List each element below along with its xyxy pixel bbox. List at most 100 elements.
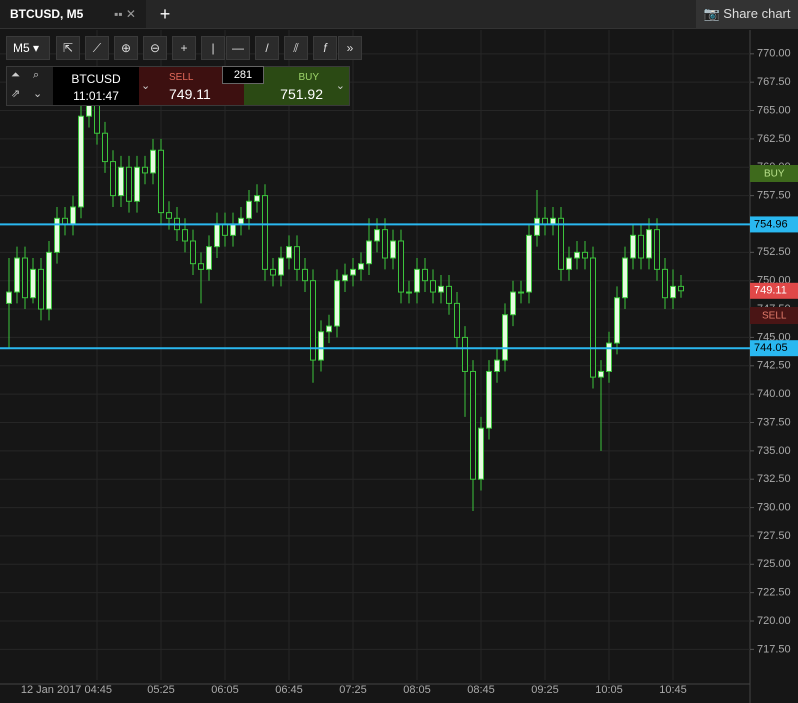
level-tag [750, 216, 798, 233]
candle-body [166, 212, 172, 219]
candle-body [654, 229, 660, 270]
y-tick-label: 757.50 [757, 190, 791, 202]
sell-menu[interactable]: ⌄ [141, 80, 151, 92]
tool-button[interactable]: + [172, 36, 196, 60]
candle-body [190, 240, 196, 265]
tab-icons[interactable]: ▪▪ ✕ [114, 7, 136, 21]
y-tick-label: 742.50 [757, 360, 791, 372]
candle-body [46, 251, 52, 310]
buy-menu[interactable]: ⌄ [335, 80, 345, 92]
last-price-label: 749.11 [754, 285, 787, 297]
share-button[interactable]: 📷 Share chart [696, 0, 798, 28]
tool-button[interactable]: | [201, 36, 225, 60]
x-tick-label: 09:25 [531, 684, 559, 696]
candle-body [118, 166, 124, 197]
x-tick-label: 07:25 [339, 684, 367, 696]
candle-body [70, 206, 76, 225]
candle-body [342, 274, 348, 282]
candle-body [294, 246, 300, 270]
candle-body [662, 268, 668, 299]
y-tick-label: 765.00 [757, 104, 791, 116]
candle-body [142, 166, 148, 174]
level-label: 754.96 [754, 218, 788, 230]
candle-body [94, 104, 100, 134]
candle-body [302, 268, 308, 282]
candle-body [574, 251, 580, 259]
add-tab[interactable]: + [159, 4, 171, 24]
candle-body [510, 291, 516, 316]
candle-body [62, 217, 68, 225]
candle-body [422, 268, 428, 282]
search-icon[interactable]: ⌕ [33, 69, 40, 81]
candle-body [334, 280, 340, 327]
candle-body [446, 285, 452, 304]
candle-body [526, 234, 532, 293]
tool-button[interactable]: ⫽ [284, 36, 308, 60]
candle-body [614, 297, 620, 344]
candle-body [374, 229, 380, 242]
candle-body [390, 240, 396, 259]
candle-body [638, 234, 644, 259]
tool-button[interactable]: ⊕ [114, 36, 138, 60]
plot-background [0, 30, 750, 680]
buy-tag [750, 165, 798, 182]
candle-body [110, 161, 116, 197]
candle-body [126, 166, 132, 202]
candle-body [246, 200, 252, 219]
candle-body [270, 268, 276, 276]
tool-button[interactable]: ⊖ [143, 36, 167, 60]
tool-button[interactable]: » [338, 36, 362, 60]
clock: 11:01:47 [73, 89, 119, 103]
y-tick-label: 740.00 [757, 388, 791, 400]
tool-button[interactable]: / [255, 36, 279, 60]
candle-body [150, 149, 156, 174]
y-tick-label: 720.00 [757, 615, 791, 627]
expand-icon[interactable]: ⌄ [33, 88, 43, 100]
candle-body [206, 246, 212, 270]
candle-body [502, 314, 508, 361]
x-tick-label: 08:45 [467, 684, 495, 696]
y-tick-label: 730.00 [757, 501, 791, 513]
candle-body [622, 257, 628, 299]
candle-body [198, 263, 204, 270]
candle-body [182, 229, 188, 242]
candle-body [430, 280, 436, 293]
x-tick-label: 08:05 [403, 684, 431, 696]
y-tick-label: 770.00 [757, 48, 791, 60]
candle-body [478, 427, 484, 480]
buy-tag-label: BUY [764, 169, 785, 180]
chart-tab[interactable]: BTCUSD, M5 ▪▪ ✕ [0, 0, 146, 28]
candle-body [30, 268, 36, 299]
y-tick-label: 722.50 [757, 587, 791, 599]
candle-body [670, 285, 676, 299]
candle-body [318, 331, 324, 361]
candle-body [454, 302, 460, 338]
tool-button[interactable]: — [226, 36, 250, 60]
tab-title: BTCUSD, M5 [10, 7, 84, 21]
candle-body [558, 217, 564, 270]
x-tick-label: 06:45 [275, 684, 303, 696]
x-tick-label: 06:05 [211, 684, 239, 696]
trade-panel: ⏶ ⌕ ⇗ ⌄ BTCUSD 11:01:47 ⌄ SELL 749.11 28… [6, 66, 350, 106]
tool-button[interactable]: ⟋ [85, 36, 109, 60]
candle-body [358, 263, 364, 270]
candle-body [6, 291, 12, 304]
candle-body [534, 217, 540, 236]
tool-button[interactable]: f [313, 36, 337, 60]
panel-icon[interactable]: ⏶ [11, 69, 20, 81]
candle-body [350, 268, 356, 276]
popout-icon[interactable]: ⇗ [11, 88, 21, 100]
candle-body [406, 291, 412, 294]
y-tick-label: 732.50 [757, 473, 791, 485]
x-tick-label: 10:45 [659, 684, 687, 696]
candle-body [262, 195, 268, 270]
candle-body [54, 217, 60, 253]
tool-button[interactable]: ⇱ [56, 36, 80, 60]
candle-body [158, 149, 164, 214]
spread: 281 [222, 66, 264, 84]
y-tick-label: 725.00 [757, 558, 791, 570]
candle-body [286, 246, 292, 259]
y-tick-label: 717.50 [757, 643, 791, 655]
timeframe-button[interactable]: M5 ▾ [6, 36, 50, 60]
